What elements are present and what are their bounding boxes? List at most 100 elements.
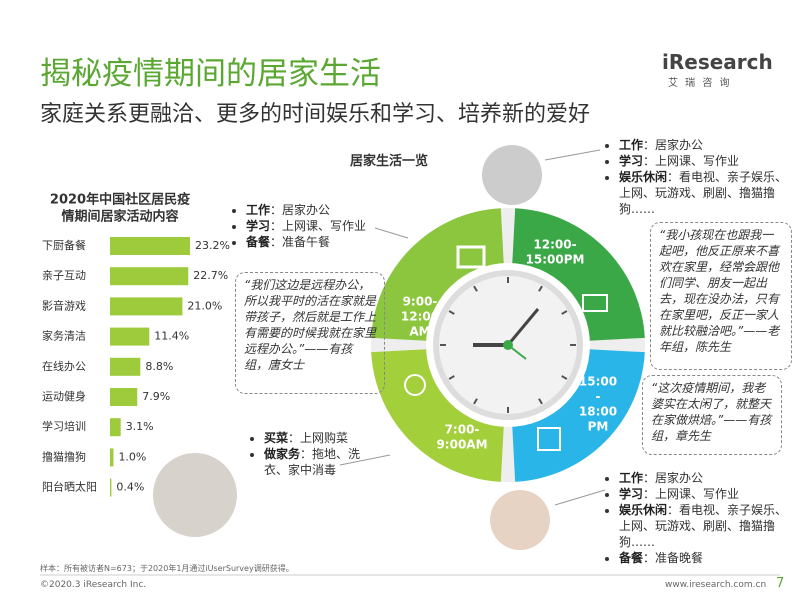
bar [110,478,112,497]
quote: “这次疫情期间，我老婆实在太闲了，就整天在家做烘焙。”——有孩组，章先生 [642,375,782,455]
bullet-label: 工作 [246,203,271,217]
bullet-label: 娱乐休闲 [619,170,668,184]
bullet-item: 做家务：拖地、洗衣、家中消毒 [264,446,374,478]
quote: “我们这边是远程办公，所以我平时的活在家就是带孩子，然后就是工作上有需要的时候我… [235,272,385,394]
bullet-item: 娱乐休闲：看电视、亲子娱乐、上网、玩游戏、刷剧、撸猫撸狗…… [619,169,794,217]
subtitle: 家庭关系更融洽、更多的时间娱乐和学习、培养新的爱好 [40,102,591,127]
logo: iResearch [662,50,773,74]
category-label: 家务清洁 [42,329,86,343]
bullet-text: ：居家办公 [270,203,331,217]
bar [110,237,190,255]
title: 揭秘疫情期间的居家生活 [40,56,381,92]
clock-hand [506,308,540,346]
category-label: 撸猫撸狗 [42,449,86,463]
category-label: 学习培训 [42,419,86,433]
chart-title: 2020年中国社区居民疫 [50,192,190,208]
period-label: AM [409,325,430,339]
bar [110,267,189,286]
period-label: 7:00- [445,423,480,437]
period-label: 15:00PM [526,253,585,267]
clock-tick [561,375,568,380]
period-label: 9:00AM [436,438,487,452]
bullet-item: 娱乐休闲：看电视、亲子娱乐、上网、玩游戏、刷剧、撸猫撸狗…… [619,502,794,550]
bullet-label: 学习 [619,487,644,501]
icon [537,427,561,451]
period-label: 9:00- [403,295,438,309]
photo [490,490,550,550]
bullet-item: 学习：上网课、写作业 [619,486,794,502]
bullet-item: 备餐：准备午餐 [246,234,381,250]
bullet-item: 工作：居家办公 [619,470,794,486]
icon [582,294,608,312]
icon [404,374,426,396]
period-label: PM [588,420,609,434]
bullet-label: 做家务 [264,447,301,461]
bar [110,357,141,376]
clock-tick [538,398,543,405]
clock-tick [473,398,478,405]
category-label: 影音游戏 [42,298,86,312]
bullet-item: 工作：居家办公 [619,137,794,153]
bullet-item: 学习：上网课、写作业 [246,218,381,234]
bar [110,418,121,437]
category-label: 下厨备餐 [42,238,86,252]
bullet-text: ：准备晚餐 [643,551,704,565]
bullet-text: ：上网购菜 [288,431,349,445]
bullet-text: ：居家办公 [643,138,704,152]
note: 样本：所有被访者N=673；于2020年1月通过iUserSurvey调研获得。 [40,564,294,573]
period-label: 18:00 [579,405,617,419]
value-label: 22.7% [193,269,228,282]
connectors [339,149,606,506]
photo [153,453,237,537]
bullet-label: 工作 [619,471,644,485]
page-number: 7 [776,576,785,591]
bullet-item: 买菜：上网购菜 [264,430,374,446]
copyright: ©2020.3 iResearch Inc. [40,580,147,590]
period-label: 15:00 [579,375,617,389]
bar [110,388,138,406]
bullet-label: 学习 [246,219,271,233]
period-label: 12:00- [533,238,576,252]
value-label: 0.4% [116,481,144,494]
photo [482,145,542,205]
bullet-list: 工作：居家办公学习：上网课、写作业娱乐休闲：看电视、亲子娱乐、上网、玩游戏、刷剧… [605,137,794,217]
clock-tick [561,310,568,315]
bullet-item: 工作：居家办公 [246,202,381,218]
bullet-label: 买菜 [264,431,289,445]
value-label: 11.4% [154,330,189,343]
bullet-item: 学习：上网课、写作业 [619,153,794,169]
bullet-label: 娱乐休闲 [619,503,668,517]
bullet-label: 备餐 [246,235,271,249]
bullet-text: ：看电视、亲子娱乐、上网、玩游戏、刷剧、撸猫撸狗…… [619,503,788,549]
value-label: 7.9% [142,390,170,403]
clock-center [503,340,513,350]
period-label: - [596,390,601,404]
bullet-text: ：准备午餐 [270,235,331,249]
category-label: 阳台晒太阳 [42,480,97,494]
bar [110,448,114,467]
logo-cn: 艾 瑞 咨 询 [668,78,732,89]
bullet-list: 工作：居家办公学习：上网课、写作业备餐：准备午餐 [232,202,381,250]
category-label: 在线办公 [42,359,86,373]
bar [110,327,150,346]
quote: “我小孩现在也跟我一起吧，他反正原来不喜欢在家里，经常会跟他们同学、朋友一起出去… [650,222,792,370]
category-label: 亲子互动 [42,268,86,282]
clock-tick [538,285,543,292]
bullet-item: 备餐：准备晚餐 [619,550,794,566]
value-label: 23.2% [195,239,230,252]
value-label: 3.1% [126,420,154,433]
clock-tick [448,375,455,380]
period-label: 12:00 [401,310,439,324]
clock-tick [473,285,478,292]
category-label: 运动健身 [42,389,86,403]
bullet-text: ：居家办公 [643,471,704,485]
bullet-label: 工作 [619,138,644,152]
bullet-text: ：拖地、洗衣、家中消毒 [264,447,361,477]
value-label: 1.0% [118,450,146,463]
clock-tick [448,310,455,315]
bullet-list: 买菜：上网购菜做家务：拖地、洗衣、家中消毒 [250,430,374,478]
bullet-text: ：看电视、亲子娱乐、上网、玩游戏、刷剧、撸猫撸狗…… [619,170,788,216]
url: www.iresearch.com.cn [665,580,767,590]
chart-title: 情期间居家活动内容 [61,209,178,225]
